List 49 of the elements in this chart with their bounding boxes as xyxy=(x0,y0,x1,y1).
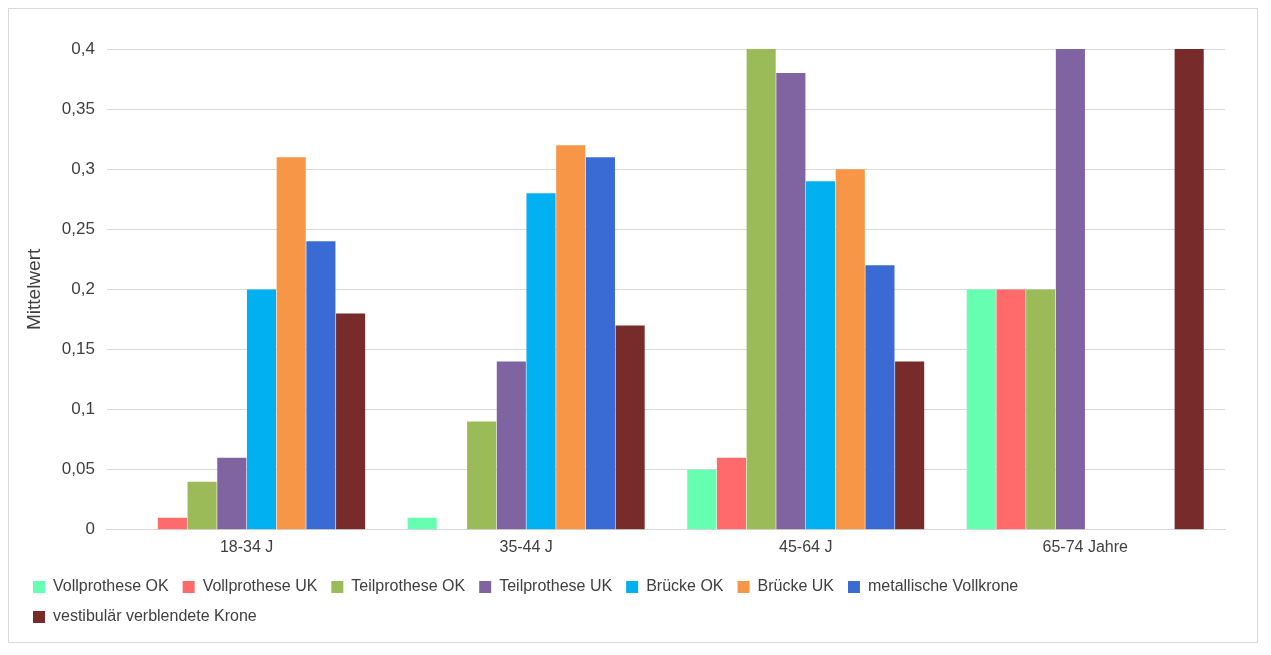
bar xyxy=(336,313,366,530)
bar xyxy=(966,289,996,530)
bar xyxy=(407,517,437,530)
legend-label: Teilprothese OK xyxy=(351,577,466,595)
bar xyxy=(467,421,497,530)
y-tick-label: 0 xyxy=(85,519,95,539)
bar xyxy=(496,361,526,530)
bar xyxy=(746,49,776,530)
bar xyxy=(615,325,645,530)
x-tick-label: 45-64 J xyxy=(779,537,833,555)
bar xyxy=(585,157,615,530)
y-tick-label: 0,35 xyxy=(61,98,95,118)
bar xyxy=(1026,289,1056,530)
bar xyxy=(217,457,247,530)
bar xyxy=(996,289,1026,530)
bar xyxy=(806,181,836,530)
legend-label: Vollprothese OK xyxy=(53,577,169,595)
bar xyxy=(895,361,925,530)
bar xyxy=(687,469,717,530)
legend-label: Teilprothese UK xyxy=(499,577,613,595)
legend-label: Brücke OK xyxy=(646,577,724,595)
x-tick-label: 18-34 J xyxy=(219,537,274,555)
legend-label: vestibulär verblendete Krone xyxy=(53,607,257,625)
y-axis-title: Mittelwert xyxy=(22,248,44,331)
bar xyxy=(276,157,306,530)
y-tick-label: 0,15 xyxy=(61,339,95,359)
y-tick-label: 0,2 xyxy=(71,279,95,299)
y-tick-label: 0,1 xyxy=(71,399,95,419)
bar xyxy=(1055,49,1085,530)
legend-label: Brücke UK xyxy=(757,577,835,595)
x-tick-label: 35-44 J xyxy=(499,537,553,555)
bar xyxy=(1174,49,1204,530)
bar xyxy=(776,73,806,530)
bar xyxy=(306,241,336,530)
x-tick-label: 65-74 Jahre xyxy=(1042,537,1129,555)
bar xyxy=(716,457,747,530)
y-tick-label: 0,4 xyxy=(71,38,95,58)
bar xyxy=(246,289,277,530)
legend-label: metallische Vollkrone xyxy=(867,577,1019,595)
bar xyxy=(556,145,586,530)
y-tick-label: 0,3 xyxy=(71,158,95,178)
bar xyxy=(157,517,187,530)
bar xyxy=(835,169,865,530)
bar xyxy=(187,481,217,530)
bar xyxy=(865,265,895,530)
legend-label: Vollprothese UK xyxy=(202,577,318,595)
y-tick-label: 0,05 xyxy=(61,459,95,479)
bar xyxy=(526,193,556,530)
y-tick-label: 0,25 xyxy=(61,218,95,238)
